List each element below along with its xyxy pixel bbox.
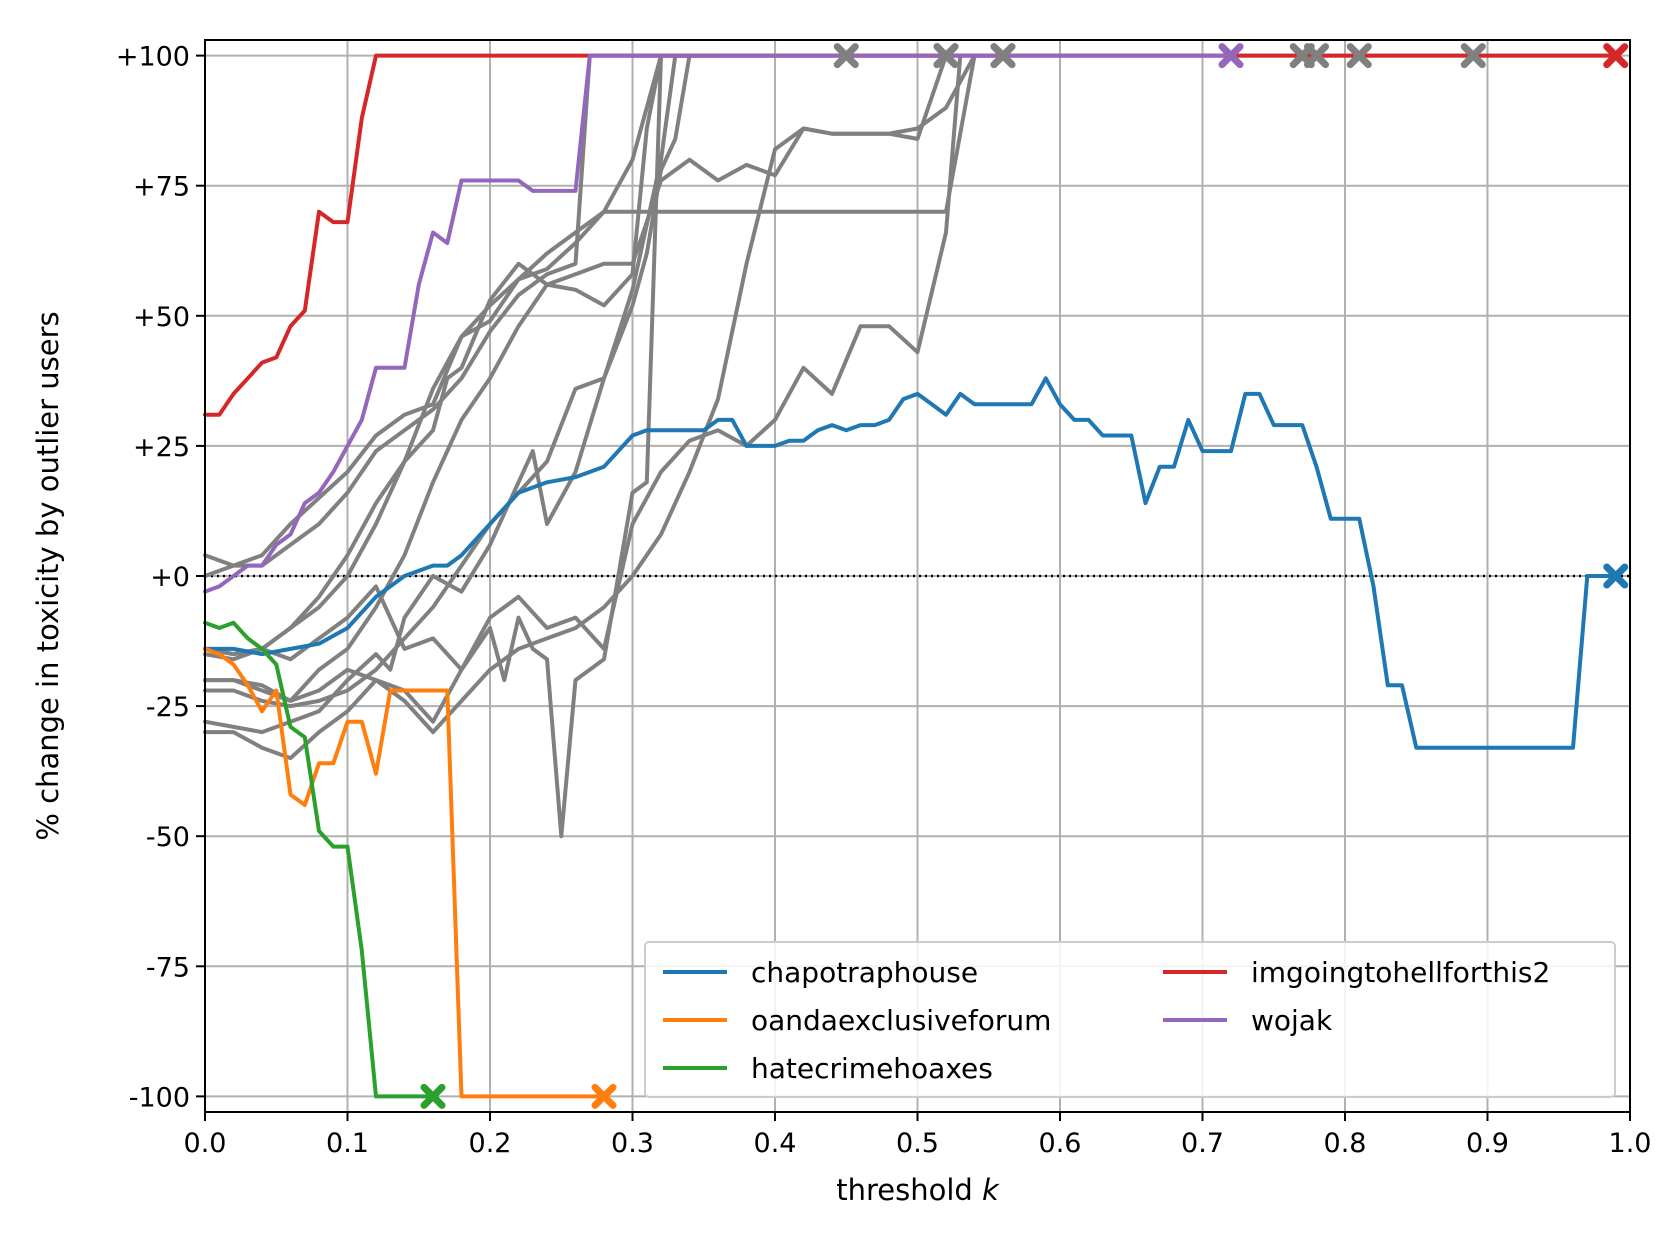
x-tick-label: 0.8 (1324, 1128, 1367, 1159)
y-tick-label: +100 (116, 42, 190, 73)
y-tick-label: -50 (146, 822, 190, 853)
end-marker-hatecrimehoaxes-stroke-b (420, 1083, 446, 1109)
x-tick-label: 0.9 (1466, 1128, 1509, 1159)
x-axis-label: threshold k (836, 1173, 1000, 1207)
y-tick-label: +0 (150, 562, 190, 593)
x-tick-label: 0.3 (611, 1128, 654, 1159)
end-marker-imgoingtohellforthis2-stroke-b (1603, 43, 1629, 69)
end-marker-hatecrimehoaxes (420, 1083, 446, 1109)
series-line-oandaexclusiveforum (203, 646, 606, 1099)
legend-box (644, 941, 1616, 1098)
series-line-gray-4 (203, 53, 692, 662)
end-marker-gray-11-4 (1304, 43, 1329, 69)
y-tick-label: +25 (133, 432, 190, 463)
x-tick-label: 1.0 (1609, 1128, 1652, 1159)
end-marker-gray-11-0 (833, 43, 859, 69)
end-marker-gray-11-6 (1460, 43, 1486, 69)
end-marker-gray-11-5 (1346, 43, 1372, 69)
end-marker-gray-11-1-stroke-b (933, 43, 959, 69)
markers-layer (420, 43, 1629, 1109)
end-marker-gray-11-2-stroke-b (990, 43, 1016, 69)
y-axis-ticks: +100 +75 +50 +25 +0 -25 -50 -75 -100 (116, 42, 205, 1113)
y-tick-label: -25 (146, 692, 190, 723)
x-axis-ticks: 0.0 0.1 0.2 0.3 0.4 0.5 0.6 0.7 0.8 0.9 1.0 (184, 1112, 1652, 1159)
end-marker-oandaexclusiveforum-stroke-b (591, 1083, 617, 1109)
series-layer (203, 53, 1618, 1099)
y-tick-label: +50 (133, 302, 190, 333)
end-marker-chapotraphouse (1603, 563, 1629, 589)
end-marker-gray-11-4-stroke-b (1304, 43, 1329, 69)
x-tick-label: 0.5 (896, 1128, 939, 1159)
x-tick-label: 0.6 (1039, 1128, 1082, 1159)
end-marker-gray-11-0-stroke-b (833, 43, 859, 69)
legend-label-imgoingtohellforthis2: imgoingtohellforthis2 (1251, 956, 1550, 989)
end-marker-gray-11-6-stroke-b (1460, 43, 1486, 69)
end-marker-gray-11-1 (933, 43, 959, 69)
end-marker-wojak-stroke-b (1218, 43, 1244, 69)
x-tick-label: 0.7 (1181, 1128, 1224, 1159)
y-axis-label: % change in toxicity by outlier users (31, 311, 65, 840)
legend-label-chapotraphouse: chapotraphouse (751, 956, 978, 989)
legend-label-hatecrimehoaxes: hatecrimehoaxes (751, 1052, 993, 1085)
end-marker-imgoingtohellforthis2 (1603, 43, 1629, 69)
end-marker-gray-11-5-stroke-b (1346, 43, 1372, 69)
x-tick-label: 0.2 (469, 1128, 512, 1159)
x-tick-label: 0.1 (326, 1128, 369, 1159)
y-tick-label: -100 (129, 1082, 190, 1113)
series-line-gray-2 (203, 53, 1005, 578)
legend-label-oandaexclusiveforum: oandaexclusiveforum (751, 1004, 1051, 1037)
series-line-wojak (203, 53, 1233, 594)
series-line-gray-9 (203, 53, 963, 672)
series-line-gray-10 (203, 53, 977, 735)
y-tick-label: -75 (146, 952, 190, 983)
end-marker-wojak (1218, 43, 1244, 69)
series-line-hatecrimehoaxes (203, 620, 435, 1099)
x-tick-label: 0.4 (754, 1128, 797, 1159)
legend-label-wojak: wojak (1251, 1004, 1333, 1037)
end-marker-oandaexclusiveforum (591, 1083, 617, 1109)
end-marker-chapotraphouse-stroke-b (1603, 563, 1629, 589)
x-axis-label-var: k (982, 1173, 1000, 1207)
x-axis-label-text: threshold (836, 1173, 973, 1207)
legend: chapotraphouse oandaexclusiveforum hatecri… (644, 941, 1616, 1098)
series-line-chapotraphouse (203, 376, 1618, 750)
x-tick-label: 0.0 (184, 1128, 227, 1159)
end-marker-gray-11-2 (990, 43, 1016, 69)
y-tick-label: +75 (133, 172, 190, 203)
